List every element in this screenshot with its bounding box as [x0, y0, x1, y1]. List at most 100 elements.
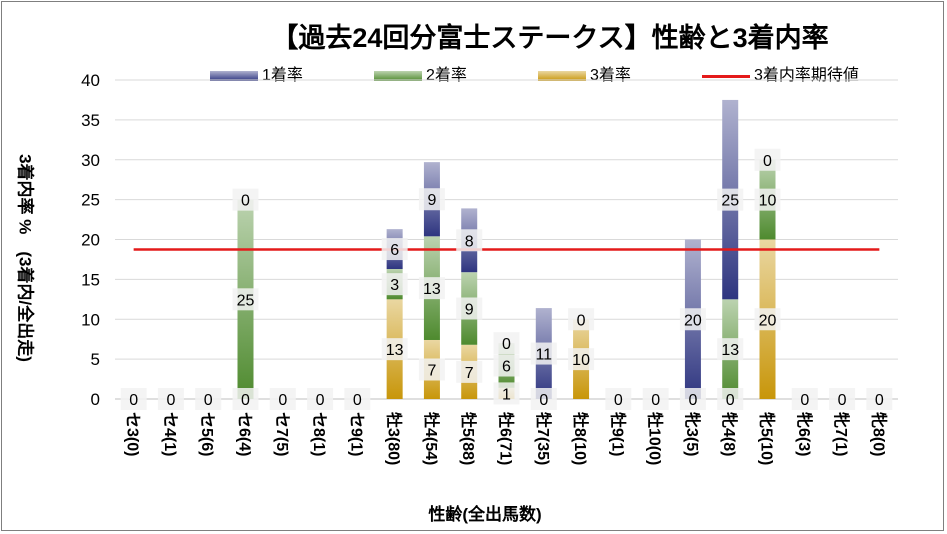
x-tick-11: 牡7(35) [534, 412, 553, 465]
data-label-3着率-2: 0 [204, 392, 213, 409]
data-label-bg-3着率-19 [829, 388, 856, 410]
x-tick-15: 牝3(5) [683, 412, 702, 456]
data-label-bg-3着率-15 [679, 388, 706, 410]
data-label-bg-1着率-12 [568, 308, 595, 331]
data-label-3着率-6: 0 [353, 392, 362, 409]
data-label-1着率-8: 9 [427, 192, 436, 209]
data-label-2着率-17: 10 [759, 193, 777, 210]
x-tick-10: 牡6(71) [497, 412, 516, 465]
x-tick-14: 牡10(0) [646, 412, 665, 465]
data-label-1着率-3: 0 [241, 193, 250, 210]
x-tick-16: 牝4(8) [720, 412, 739, 456]
x-tick-19: 牝7(1) [832, 412, 851, 456]
x-axis-ticks: セ3(0) セ4(1) セ5(6) セ6(4) セ7(5) セ8(1) セ9(1) 牡3(80… [124, 412, 889, 465]
y-tick-30: 30 [81, 151, 100, 170]
x-tick-20: 牝8(0) [869, 412, 888, 456]
data-label-2着率-10: 6 [502, 359, 511, 376]
data-label-bg-3着率-12 [568, 348, 595, 371]
x-tick-4: セ7(5) [273, 412, 290, 456]
legend-swatch-1st [210, 71, 258, 81]
data-label-bg-3着率-3 [232, 388, 259, 410]
data-label-bg-1着率-17 [754, 148, 781, 171]
y-tick-5: 5 [91, 350, 100, 369]
x-tick-3: セ6(4) [236, 412, 253, 456]
data-label-2着率-16: 13 [721, 342, 739, 359]
x-tick-12: 牡8(10) [571, 412, 590, 465]
data-label-2着率-8: 13 [423, 281, 441, 298]
data-label-3着率-18: 0 [800, 392, 809, 409]
data-label-bg-1着率-10 [493, 332, 520, 355]
y-tick-0: 0 [91, 390, 100, 409]
x-tick-1: セ4(1) [161, 412, 178, 456]
data-label-bg-2着率-8 [418, 277, 445, 300]
data-label-2着率-3: 25 [237, 292, 255, 309]
data-label-bg-2着率-17 [754, 188, 781, 211]
data-label-bg-3着率-13 [605, 388, 632, 410]
data-label-bg-3着率-16 [717, 388, 744, 410]
data-label-bg-3着率-2 [195, 388, 222, 410]
data-label-bg-1着率-7 [381, 238, 408, 261]
data-label-1着率-11: 11 [535, 347, 552, 364]
data-label-bg-1着率-9 [456, 229, 483, 252]
x-tick-17: 牝5(10) [758, 412, 777, 465]
data-label-1着率-12: 0 [577, 312, 586, 329]
y-tick-10: 10 [81, 310, 100, 329]
data-label-1着率-9: 8 [465, 233, 474, 250]
data-label-bg-3着率-5 [307, 388, 334, 410]
data-label-bg-1着率-11 [530, 342, 557, 365]
x-tick-18: 牝6(3) [795, 412, 814, 456]
data-label-bg-1着率-16 [717, 188, 744, 211]
x-tick-7: 牡3(80) [385, 412, 404, 465]
data-label-3着率-7: 13 [386, 342, 404, 359]
data-label-bg-2着率-10 [493, 354, 520, 377]
data-label-3着率-19: 0 [838, 392, 847, 409]
data-label-3着率-20: 0 [875, 392, 884, 409]
data-label-3着率-1: 0 [166, 392, 175, 409]
data-label-bg-3着率-11 [530, 388, 557, 410]
legend-swatch-2nd [374, 71, 422, 81]
data-label-bg-3着率-10 [493, 382, 520, 405]
data-label-3着率-16: 0 [726, 392, 735, 409]
data-label-3着率-17: 20 [759, 312, 777, 329]
data-label-3着率-3: 0 [241, 392, 250, 409]
data-label-bg-2着率-9 [456, 297, 483, 320]
data-label-bg-1着率-3 [232, 188, 259, 211]
data-label-bg-3着率-4 [269, 388, 296, 410]
y-tick-40: 40 [81, 71, 100, 90]
data-label-bg-3着率-9 [456, 360, 483, 383]
data-label-bg-3着率-1 [157, 388, 184, 410]
data-label-3着率-15: 0 [688, 392, 697, 409]
legend-swatch-3rd [538, 71, 586, 81]
data-label-3着率-0: 0 [129, 392, 138, 409]
data-label-bg-3着率-14 [642, 388, 669, 410]
data-label-bg-2着率-3 [232, 288, 259, 311]
data-label-bg-2着率-7 [381, 273, 408, 296]
data-label-1着率-17: 0 [763, 153, 772, 170]
chart-title: 【過去24回分富士ステークス】性齢と3着内率 [271, 23, 829, 53]
data-label-3着率-11: 0 [539, 392, 548, 409]
data-label-bg-3着率-17 [754, 308, 781, 331]
data-label-bg-3着率-18 [791, 388, 818, 410]
y-axis-label: 3着内率 % (3着内/全出走) [15, 154, 35, 362]
data-label-2着率-9: 9 [465, 301, 474, 318]
data-label-2着率-7: 3 [390, 277, 399, 294]
data-label-3着率-5: 0 [316, 392, 325, 409]
x-tick-8: 牡4(54) [422, 412, 441, 465]
x-tick-9: 牡5(88) [459, 412, 478, 465]
y-tick-15: 15 [81, 270, 100, 289]
data-label-3着率-8: 7 [427, 362, 436, 379]
x-tick-6: セ9(1) [347, 412, 364, 456]
data-label-3着率-9: 7 [465, 365, 474, 382]
data-label-3着率-10: 1 [502, 386, 511, 403]
data-label-1着率-15: 20 [684, 312, 702, 329]
x-tick-2: セ5(6) [198, 412, 215, 456]
data-label-3着率-4: 0 [278, 392, 287, 409]
x-tick-13: 牡9(1) [608, 412, 627, 456]
legend-line-expected [702, 75, 750, 78]
y-tick-35: 35 [81, 111, 100, 130]
data-labels: 0 0 0 0 25 0 0 0 0 13 3 6 7 13 9 7 9 8 1 6 0 0 11 10 0 0 0 0 20 0 13 25… [120, 148, 893, 410]
data-label-bg-3着率-8 [418, 358, 445, 381]
